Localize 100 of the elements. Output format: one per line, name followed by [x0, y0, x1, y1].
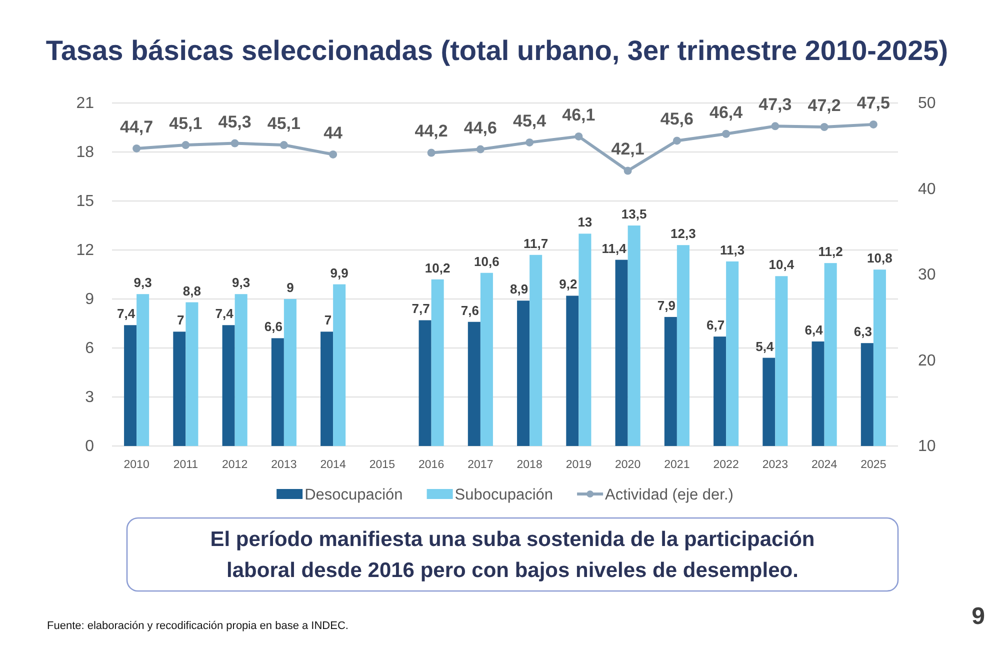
- data-label: 47,3: [758, 95, 792, 114]
- y-tick-label: 6: [85, 340, 94, 358]
- bar: [222, 325, 235, 446]
- point: [672, 136, 681, 145]
- point: [182, 141, 190, 150]
- bar: [873, 270, 886, 446]
- bar: [664, 316, 677, 446]
- data-label: 11,4: [602, 240, 628, 256]
- data-label: 6,4: [804, 322, 824, 338]
- point: [771, 122, 780, 130]
- bar: [517, 300, 530, 446]
- data-label: 45,4: [513, 111, 547, 130]
- data-label: 44,6: [464, 118, 497, 138]
- bar: [136, 294, 150, 446]
- bar: [333, 284, 346, 446]
- data-label: 9,3: [134, 275, 152, 290]
- y-tick-label: 18: [76, 144, 94, 162]
- data-label: 5,4: [756, 338, 774, 354]
- x-tick-label: 2010: [124, 459, 150, 472]
- bar: [628, 226, 640, 446]
- x-tick-label: 2025: [860, 459, 886, 472]
- bar: [566, 296, 579, 446]
- bar: [418, 320, 432, 446]
- data-label: 12,3: [670, 226, 696, 242]
- bar: [431, 279, 444, 446]
- point: [624, 166, 632, 175]
- x-tick-label: 2016: [418, 459, 444, 472]
- data-label: 13: [578, 214, 592, 230]
- data-label: 7,4: [116, 306, 136, 322]
- data-label: 11,2: [818, 244, 843, 260]
- bar: [775, 276, 788, 446]
- data-label: 6,7: [706, 318, 725, 333]
- x-tick-label: 2011: [173, 459, 198, 472]
- bar: [173, 332, 186, 446]
- bar: [320, 332, 334, 446]
- x-tick-label: 2015: [369, 459, 395, 472]
- data-label: 10,6: [474, 254, 500, 269]
- data-label: 7,7: [412, 301, 430, 316]
- data-label: 7,9: [657, 298, 676, 313]
- data-label: 11,3: [720, 242, 745, 258]
- data-label: 7,6: [460, 302, 479, 318]
- x-tick-label: 2017: [468, 459, 494, 472]
- point: [427, 148, 436, 157]
- x-tick-label: 2022: [713, 459, 739, 472]
- y-tick-label: 3: [85, 389, 94, 406]
- point: [132, 144, 141, 152]
- y-tick-label: 15: [76, 193, 94, 210]
- data-label: 46,4: [710, 102, 744, 122]
- data-label: 13,5: [621, 206, 647, 222]
- point: [280, 141, 288, 150]
- data-label: 9: [286, 280, 294, 295]
- data-label: 10,4: [768, 257, 795, 272]
- x-tick-label: 2024: [812, 459, 838, 472]
- data-label: 8,9: [510, 282, 528, 297]
- y2-tick-label: 30: [918, 266, 936, 284]
- x-tick-label: 2019: [566, 459, 592, 472]
- bar: [676, 245, 690, 446]
- data-label: 10,2: [424, 260, 450, 276]
- data-label: 47,2: [808, 96, 841, 116]
- bar: [124, 325, 137, 446]
- point: [722, 130, 730, 138]
- text: 9: [972, 603, 985, 630]
- data-label: 9,2: [559, 276, 578, 292]
- point: [230, 139, 239, 148]
- bar: [615, 260, 628, 446]
- data-label: 44: [324, 123, 344, 142]
- data-label: 9,3: [232, 275, 250, 290]
- point: [476, 145, 484, 154]
- x-tick-label: 2018: [516, 459, 542, 472]
- source-note: Fuente: elaboración y recodificación propia en base a INDEC.: [47, 620, 348, 632]
- data-label: 44,2: [414, 122, 448, 141]
- data-label: 44,7: [120, 117, 154, 136]
- point: [329, 150, 338, 158]
- data-label: 9,9: [330, 265, 348, 280]
- data-label: 11,7: [524, 236, 548, 251]
- text: El período manifiesta una suba sostenida de la participación laboral desde 2016 pero con bajos niveles de desempleo.: [210, 528, 815, 582]
- data-label: 45,1: [267, 114, 300, 134]
- data-label: 45,3: [218, 112, 252, 132]
- bar: [578, 234, 592, 446]
- data-label: 46,1: [562, 105, 596, 124]
- y2-tick-label: 10: [918, 438, 936, 456]
- x-tick-label: 2014: [320, 459, 346, 472]
- x-tick-label: 2013: [271, 459, 297, 472]
- data-label: 45,6: [660, 110, 694, 129]
- x-tick-label: 2012: [222, 459, 248, 472]
- bar: [530, 254, 542, 446]
- bar: [726, 261, 739, 446]
- y2-tick-label: 20: [918, 352, 936, 370]
- y-tick-label: 0: [85, 438, 94, 456]
- bar: [468, 322, 480, 446]
- x-tick-label: 2023: [762, 459, 788, 472]
- point: [574, 132, 583, 140]
- data-label: 6,3: [854, 324, 872, 340]
- bar: [234, 294, 248, 446]
- data-label: 7,4: [215, 306, 234, 322]
- point: [526, 138, 534, 146]
- data-label: 45,1: [169, 114, 202, 134]
- bar: [480, 272, 493, 446]
- data-label: 7: [324, 312, 332, 328]
- data-label: 42,1: [611, 140, 644, 159]
